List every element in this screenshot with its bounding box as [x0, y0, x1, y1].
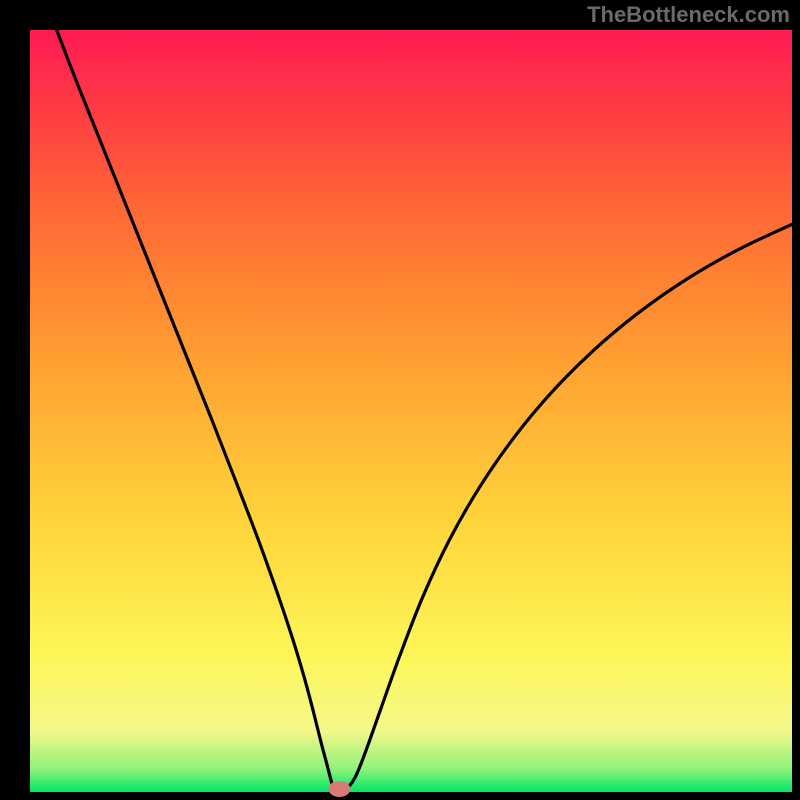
chart-container: { "watermark": { "text": "TheBottleneck.…: [0, 0, 800, 800]
optimal-point-marker: [328, 781, 350, 797]
gradient-background: [30, 30, 792, 792]
watermark-text: TheBottleneck.com: [587, 2, 790, 28]
bottleneck-chart: [0, 0, 800, 800]
